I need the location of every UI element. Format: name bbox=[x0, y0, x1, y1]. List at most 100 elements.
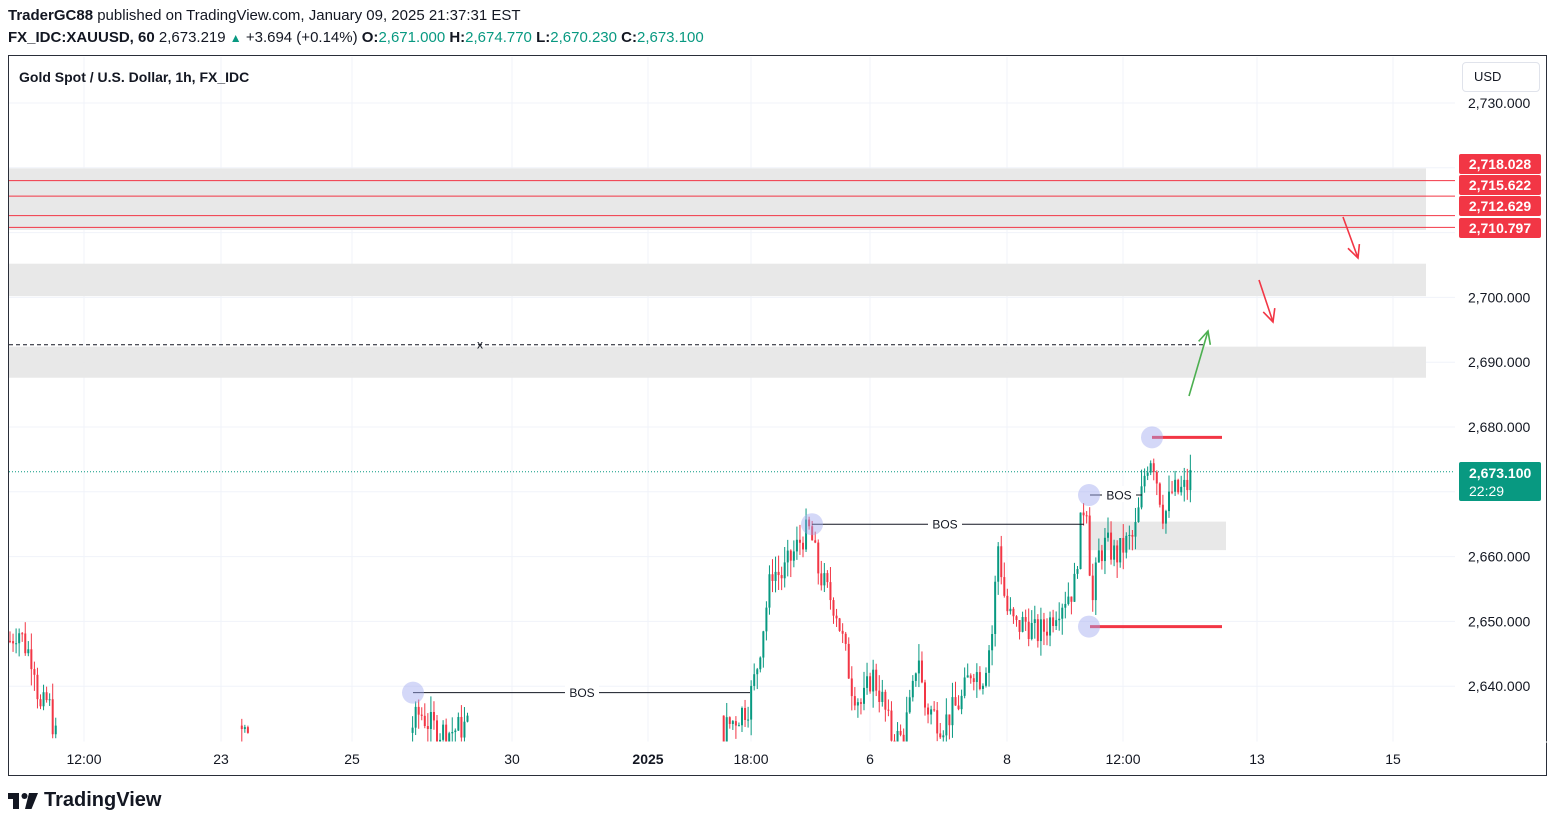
candle-body bbox=[744, 708, 747, 720]
candle-down bbox=[30, 633, 33, 686]
bearish-arrow-shaft bbox=[1258, 279, 1274, 323]
candle-down bbox=[808, 516, 811, 530]
candle-down bbox=[1158, 482, 1161, 508]
candle-body bbox=[21, 633, 24, 635]
candle-body bbox=[768, 574, 771, 608]
price-label-text: 2,715.622 bbox=[1469, 177, 1531, 193]
candle-down bbox=[927, 703, 930, 724]
candle-body bbox=[1082, 512, 1085, 516]
candle-body bbox=[42, 692, 45, 707]
candle-down bbox=[924, 679, 926, 716]
candle-down bbox=[1091, 563, 1094, 612]
candle-up bbox=[737, 722, 740, 727]
candle-down bbox=[878, 675, 881, 713]
open-value: 2,671.000 bbox=[378, 29, 446, 46]
candle-body bbox=[33, 669, 36, 675]
candle-down bbox=[445, 718, 448, 742]
candle-body bbox=[872, 669, 875, 692]
candle-down bbox=[869, 672, 872, 694]
candle-down bbox=[899, 724, 902, 737]
symbol-label[interactable]: FX_IDC:XAUUSD, 60 bbox=[8, 29, 155, 46]
candle-up bbox=[765, 601, 768, 641]
candle-up bbox=[454, 728, 457, 742]
candle-body bbox=[423, 715, 426, 727]
chart-title: Gold Spot / U.S. Dollar, 1h, FX_IDC bbox=[19, 69, 250, 85]
tradingview-logo[interactable]: TradingView bbox=[8, 789, 161, 812]
candle-body bbox=[1015, 616, 1018, 621]
bos-label-bg bbox=[565, 683, 599, 700]
candle-body bbox=[463, 721, 466, 738]
candle-up bbox=[15, 628, 18, 654]
candle-up bbox=[856, 698, 859, 718]
candle-body bbox=[1168, 491, 1170, 512]
candle-body bbox=[820, 573, 823, 586]
candle-up bbox=[908, 689, 911, 714]
candle-body bbox=[1119, 538, 1122, 563]
ohlc-legend: FX_IDC:XAUUSD, 60 2,673.219 ▲ +3.694 (+0… bbox=[8, 29, 704, 46]
plot-area: BOS BOS BOS bbox=[9, 57, 1455, 742]
candle-body bbox=[466, 715, 469, 722]
candle-body bbox=[939, 733, 942, 738]
candle-body bbox=[426, 726, 429, 729]
x-axis-tick-label: 25 bbox=[344, 751, 360, 767]
candle-body bbox=[432, 712, 435, 721]
candle-up bbox=[930, 705, 933, 725]
price-change: +3.694 (+0.14%) bbox=[245, 29, 358, 46]
candle-body bbox=[747, 719, 750, 721]
price-label-box bbox=[1459, 196, 1541, 216]
candle-up bbox=[1180, 475, 1183, 496]
bearish-arrow-shaft bbox=[1342, 216, 1359, 259]
candle-body bbox=[1033, 619, 1036, 623]
candle-up bbox=[457, 712, 460, 731]
candle-up bbox=[414, 701, 417, 736]
price-label-text: 2,712.629 bbox=[1469, 198, 1531, 214]
price-label-box bbox=[1459, 175, 1541, 195]
candle-up bbox=[792, 540, 795, 568]
candle-down bbox=[1000, 535, 1003, 585]
bos-label: BOS bbox=[1106, 489, 1131, 503]
candle-body bbox=[905, 712, 908, 742]
candle-body bbox=[737, 725, 740, 727]
candle-up bbox=[42, 684, 45, 711]
candle-down bbox=[1161, 494, 1164, 530]
candle-down bbox=[1085, 511, 1088, 524]
candle-down bbox=[920, 651, 923, 684]
author-name[interactable]: TraderGC88 bbox=[8, 7, 94, 24]
candle-body bbox=[1158, 483, 1161, 505]
candle-body bbox=[12, 641, 15, 644]
currency-button[interactable]: USD bbox=[1462, 62, 1540, 92]
published-text: published on TradingView.com, January 09… bbox=[97, 7, 521, 24]
x-axis-tick-label: 6 bbox=[866, 751, 874, 767]
y-axis-tick-label: 2,730.000 bbox=[1468, 95, 1530, 111]
candle-down bbox=[777, 555, 780, 590]
candle-up bbox=[863, 671, 865, 711]
current-price-box bbox=[1459, 462, 1541, 501]
candle-body bbox=[722, 715, 725, 742]
candle-body bbox=[1174, 479, 1177, 492]
y-axis-tick-label: 2,650.000 bbox=[1468, 613, 1530, 629]
candle-up bbox=[795, 526, 798, 560]
candle-body bbox=[1006, 595, 1009, 612]
candle-body bbox=[1143, 475, 1146, 487]
candle-up bbox=[1021, 611, 1024, 633]
candle-body bbox=[48, 699, 51, 701]
candle-down bbox=[829, 567, 832, 610]
candle-down bbox=[24, 622, 27, 656]
candle-body bbox=[445, 724, 448, 742]
candle-body bbox=[741, 708, 743, 726]
candle-body bbox=[829, 582, 832, 601]
price-label-text: 2,710.797 bbox=[1469, 220, 1531, 236]
candle-body bbox=[997, 546, 1000, 582]
candle-up bbox=[905, 696, 908, 742]
candle-up bbox=[1125, 532, 1128, 559]
candle-up bbox=[1064, 591, 1067, 619]
candle-body bbox=[1042, 619, 1045, 632]
candle-body bbox=[899, 730, 902, 735]
candle-body bbox=[948, 714, 951, 726]
candle-body bbox=[841, 630, 844, 634]
candle-up bbox=[911, 675, 914, 702]
candle-down bbox=[1152, 458, 1155, 481]
candle-body bbox=[783, 562, 786, 579]
candle-body bbox=[884, 691, 887, 710]
